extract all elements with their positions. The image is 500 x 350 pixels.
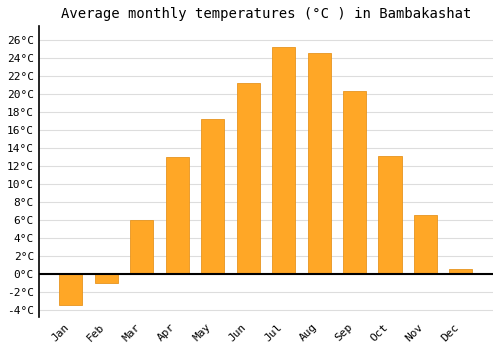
Bar — [450, 269, 472, 274]
Bar — [378, 156, 402, 274]
Bar — [166, 157, 189, 274]
Bar — [308, 53, 330, 274]
Bar — [272, 47, 295, 274]
Bar — [130, 220, 154, 274]
Bar — [236, 83, 260, 274]
Bar — [95, 274, 118, 282]
Title: Average monthly temperatures (°C ) in Bambakashat: Average monthly temperatures (°C ) in Ba… — [60, 7, 471, 21]
Bar — [201, 119, 224, 274]
Bar — [414, 215, 437, 274]
Bar — [343, 91, 366, 274]
Bar — [60, 274, 82, 305]
